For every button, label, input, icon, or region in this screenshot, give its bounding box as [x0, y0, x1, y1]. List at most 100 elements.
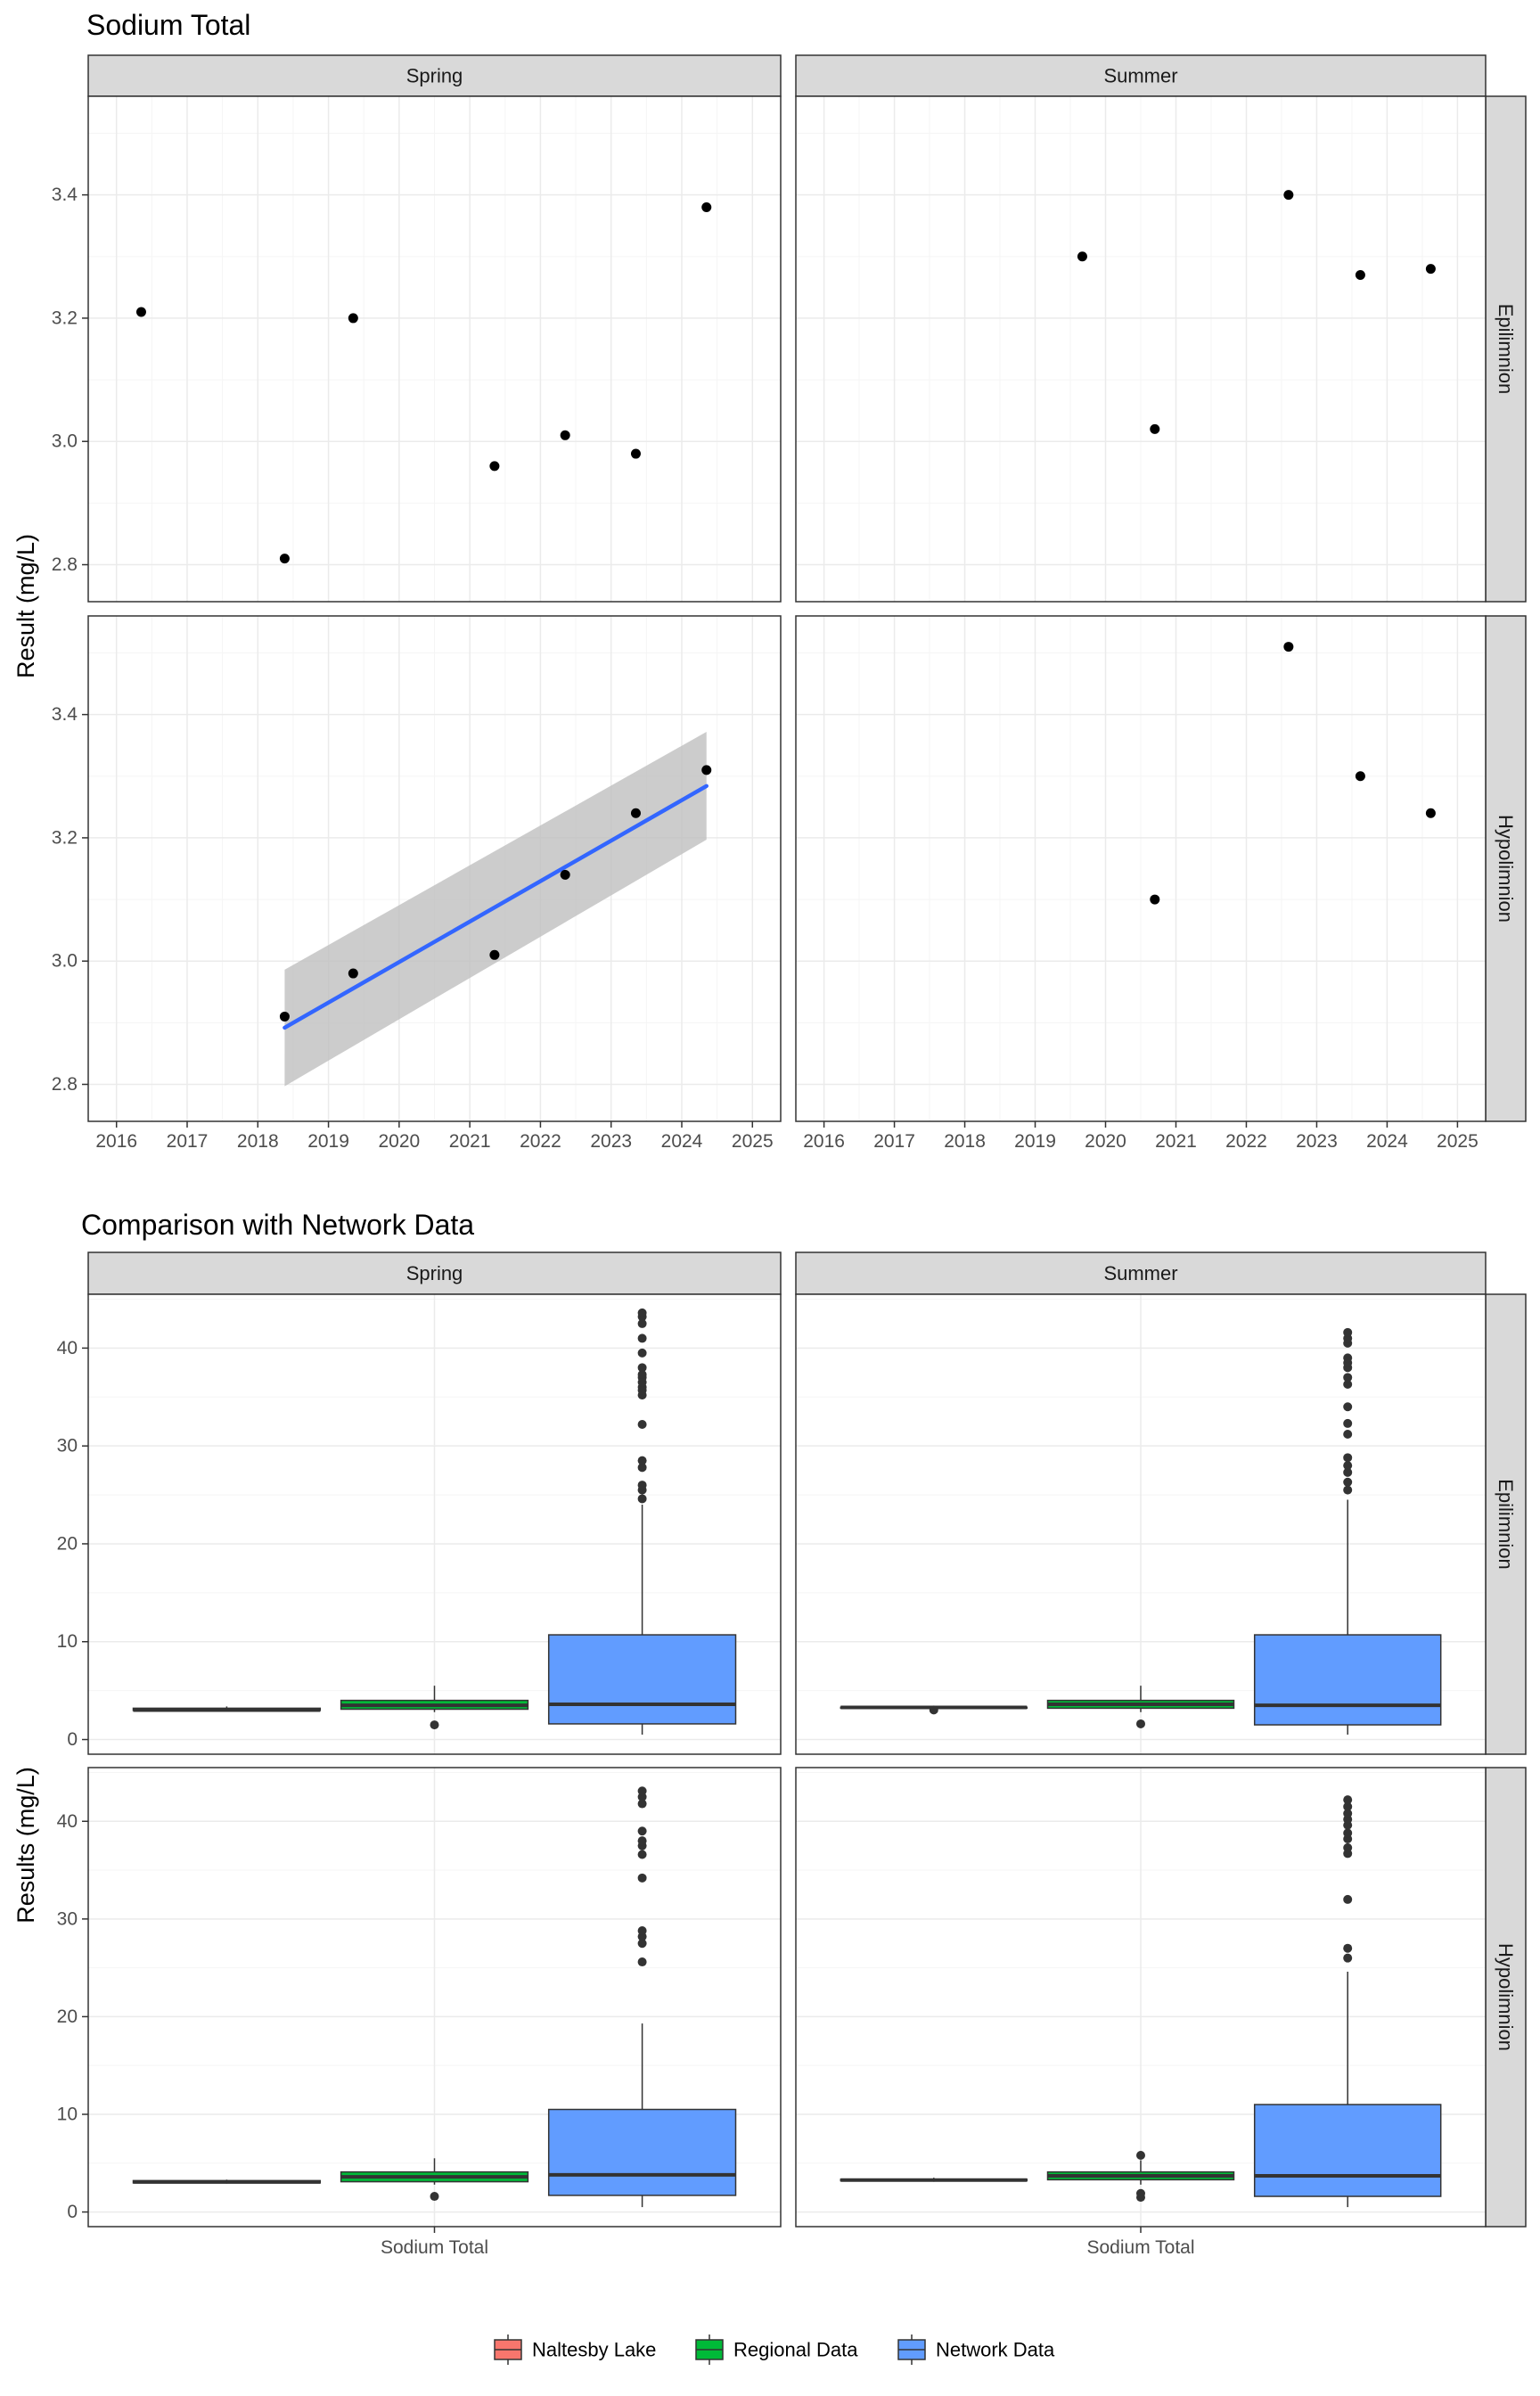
outlier-point: [1343, 1453, 1353, 1463]
x-tick-label: 2019: [1014, 1131, 1056, 1152]
box-naltesby-lake: [840, 1705, 1028, 1715]
y-tick-label: 3.0: [52, 951, 78, 972]
data-point: [560, 869, 570, 880]
x-tick-label: 2025: [732, 1131, 774, 1152]
boxplot-row-strip-0-label: Epilimnion: [1495, 1479, 1517, 1570]
outlier-point: [637, 1318, 647, 1328]
y-tick-label: 3.4: [52, 185, 78, 205]
outlier-point: [1343, 1485, 1353, 1495]
x-tick-label: 2023: [1296, 1131, 1338, 1152]
y-tick-label: 40: [57, 1338, 78, 1358]
outlier-point: [1343, 1809, 1353, 1818]
outlier-point: [1343, 1894, 1353, 1904]
data-point: [560, 430, 570, 440]
data-point: [701, 765, 712, 775]
outlier-point: [637, 1850, 647, 1859]
boxplot-column-strip-0-label: Spring: [406, 1262, 463, 1284]
x-tick-label: 2017: [167, 1131, 209, 1152]
outlier-point: [1343, 1943, 1353, 1953]
data-point: [1425, 264, 1436, 275]
outlier-point: [1343, 1353, 1353, 1363]
outlier-point: [637, 1826, 647, 1836]
scatter-panel-3: [795, 615, 1487, 1122]
x-tick-label: 2020: [378, 1131, 420, 1152]
boxplot-panel-3: [795, 1767, 1487, 2228]
y-tick-label: 0: [67, 1729, 78, 1750]
scatter-column-strip-0-label: Spring: [406, 65, 463, 87]
outlier-point: [1343, 1402, 1353, 1412]
scatter-row-strip-1: [1485, 615, 1527, 1122]
boxplot-row-strip-0: [1485, 1293, 1527, 1755]
panel-border: [87, 95, 782, 603]
y-tick-label: 40: [57, 1811, 78, 1832]
outlier-point: [637, 1456, 647, 1465]
data-point: [279, 1011, 290, 1022]
x-tick-label: 2016: [803, 1131, 845, 1152]
data-point: [1150, 423, 1160, 434]
x-tick-label: 2021: [449, 1131, 491, 1152]
outlier-point: [637, 1873, 647, 1883]
scatter-panel-1: [795, 95, 1487, 603]
outlier-point: [1136, 2188, 1145, 2198]
box-naltesby-lake: [132, 1706, 322, 1712]
outlier-point: [637, 1348, 647, 1358]
data-point: [1077, 251, 1087, 262]
scatter-row-strip-0: [1485, 95, 1527, 603]
box-body: [547, 1634, 737, 1725]
scatter-chart: Spring Summer Epilimnion Hypolimnion 2.8 3.0 3…: [52, 54, 1527, 1152]
boxplot-y-axis-label: Results (mg/L): [12, 1767, 39, 1924]
data-point: [1425, 808, 1436, 818]
x-tick-label: 2022: [520, 1131, 561, 1152]
x-tick-label: 2021: [1155, 1131, 1197, 1152]
data-point: [1283, 642, 1294, 652]
panel-border: [87, 1293, 782, 1755]
boxplot-row-strip-1-label: Hypolimnion: [1495, 1943, 1517, 2051]
outlier-point: [929, 1705, 938, 1715]
scatter-panel-0: [87, 95, 782, 603]
scatter-column-strip-1: [795, 54, 1487, 97]
outlier-point: [1343, 1380, 1353, 1390]
outlier-point: [637, 1939, 647, 1949]
boxplot-panel-2: [87, 1767, 782, 2228]
box-body: [1253, 1634, 1442, 1726]
scatter-column-strip-1-label: Summer: [1103, 65, 1177, 87]
y-tick-label: 10: [57, 1631, 78, 1652]
y-tick-label: 10: [57, 2104, 78, 2124]
legend-label: Network Data: [936, 2339, 1055, 2361]
y-tick-label: 20: [57, 1533, 78, 1554]
y-tick-label: 20: [57, 2006, 78, 2027]
outlier-point: [637, 1308, 647, 1317]
box-regional-data: [1046, 1686, 1235, 1728]
trend-line: [283, 784, 709, 1030]
y-tick-label: 3.2: [52, 308, 78, 328]
boxplot-column-strip-1: [795, 1251, 1487, 1295]
box-regional-data: [1046, 2151, 1235, 2203]
x-tick-label: Sodium Total: [381, 2237, 488, 2258]
scatter-column-strip-0: [87, 54, 782, 97]
outlier-point: [637, 1494, 647, 1504]
data-point: [348, 313, 358, 324]
outlier-point: [1343, 1461, 1353, 1471]
data-point: [1283, 190, 1294, 201]
outlier-point: [1343, 1842, 1353, 1852]
legend: Naltesby Lake Regional Data Network Data: [494, 2334, 1055, 2365]
outlier-point: [1343, 1801, 1353, 1811]
x-tick-label: 2024: [1366, 1131, 1408, 1152]
outlier-point: [430, 2192, 439, 2202]
box-regional-data: [340, 2158, 529, 2202]
y-tick-label: 2.8: [52, 1074, 78, 1095]
x-tick-label: 2018: [944, 1131, 986, 1152]
panel-border: [87, 615, 782, 1122]
outlier-point: [1343, 1418, 1353, 1428]
outlier-point: [637, 1333, 647, 1343]
outlier-point: [1343, 1373, 1353, 1383]
x-tick-label: 2017: [873, 1131, 915, 1152]
boxplot-chart: Spring Summer Epilimnion Hypolimnion 0 10 20 30…: [57, 1251, 1527, 2258]
outlier-point: [1343, 1467, 1353, 1477]
outlier-point: [1343, 1477, 1353, 1487]
data-point: [1355, 270, 1365, 281]
outlier-point: [637, 1481, 647, 1490]
scatter-panel-2: [87, 615, 782, 1122]
box-network-data: [1253, 1795, 1442, 2208]
